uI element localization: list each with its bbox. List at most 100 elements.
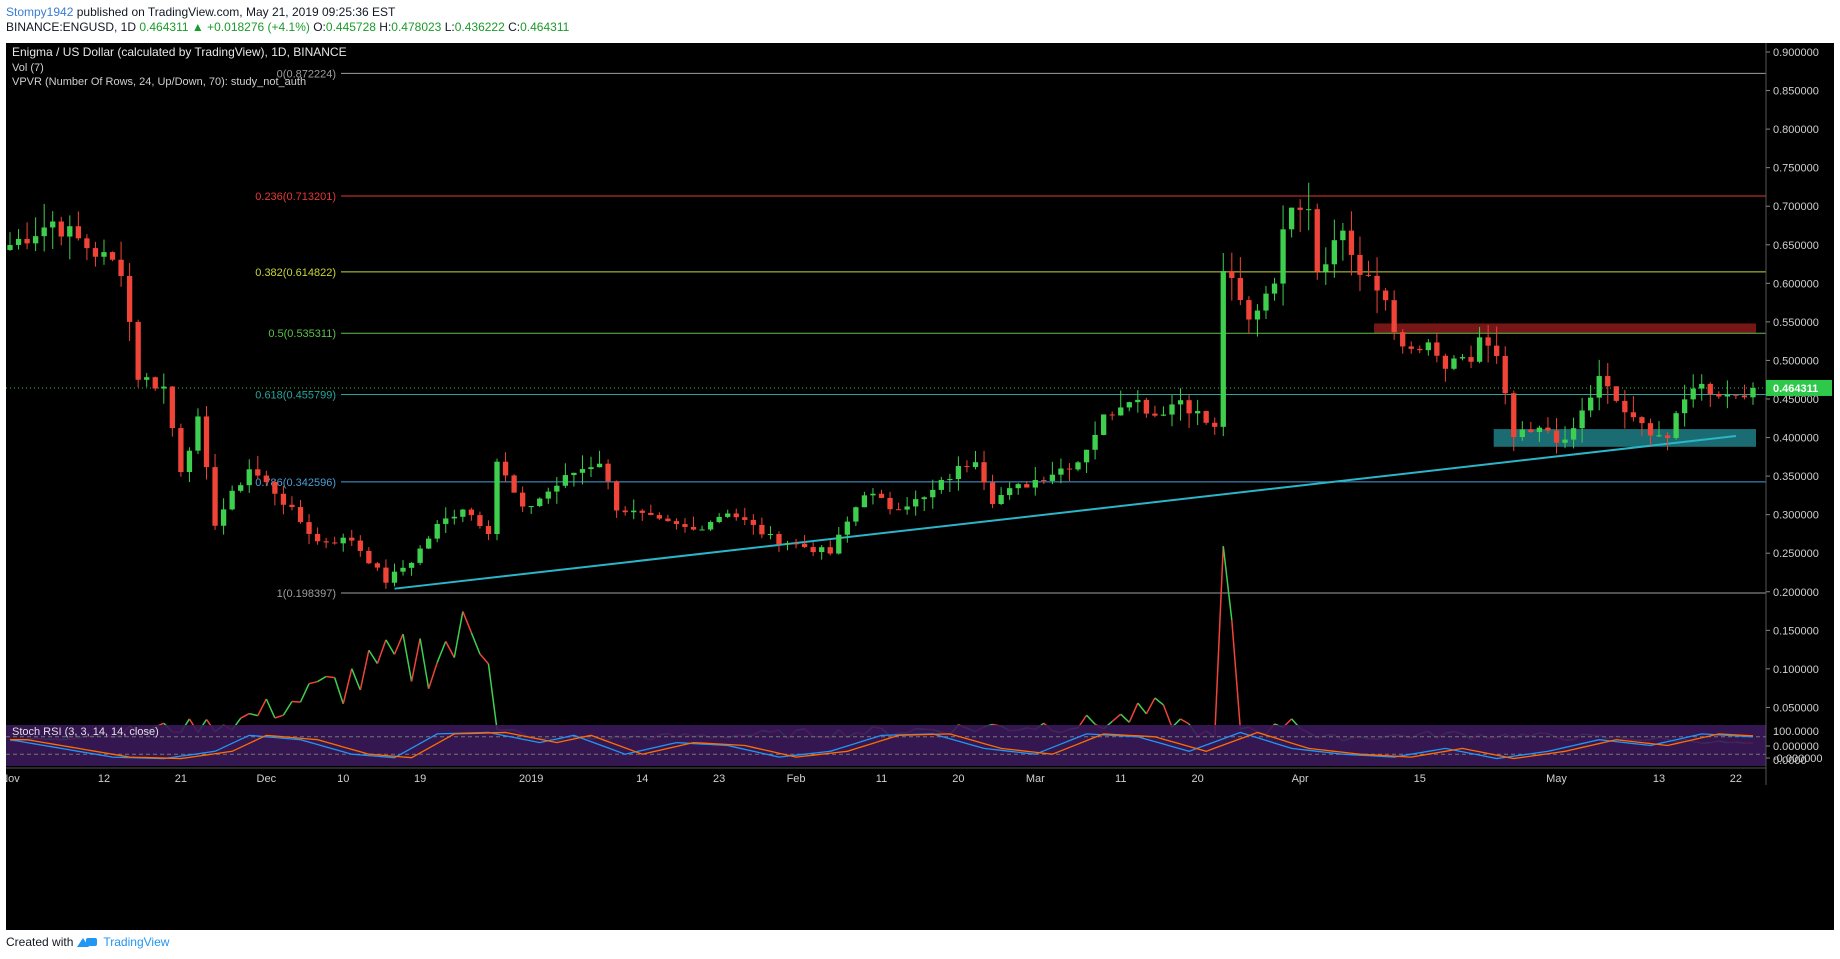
volume-line (453, 611, 464, 658)
candle (1434, 342, 1440, 356)
candle (1502, 356, 1508, 394)
open-value: 0.445728 (325, 20, 376, 34)
candle (366, 550, 372, 564)
stoch-rsi-label: Stoch RSI (3, 3, 14, 14, close) (12, 726, 159, 738)
candle (955, 466, 962, 480)
candle (1365, 274, 1372, 276)
candle (682, 524, 688, 527)
time-tick-label: 2019 (519, 773, 543, 785)
volume-line (487, 663, 498, 730)
candle (118, 259, 124, 277)
volume-line (368, 649, 379, 664)
time-tick-label: 19 (414, 773, 426, 785)
candle (1613, 386, 1619, 401)
candle (1622, 400, 1628, 413)
price-chart[interactable]: 0(0.872224) 0.236(0.713201) 0.382(0.614822… (6, 43, 1834, 930)
volume-line (274, 714, 284, 719)
candle (878, 493, 885, 498)
candle (1511, 393, 1517, 437)
candle (92, 248, 99, 257)
candle (1246, 300, 1252, 320)
fib-label-6: 1(0.198397) (277, 588, 336, 600)
candle (1382, 290, 1389, 301)
time-tick-label: Dec (257, 773, 277, 785)
candle (1015, 484, 1021, 489)
time-tick-label: 10 (337, 773, 349, 785)
candle (1357, 254, 1363, 275)
candle (1297, 207, 1303, 210)
change-value: +0.018276 (+4.1%) (207, 20, 310, 34)
candle (24, 238, 30, 244)
candle (1528, 429, 1534, 433)
chart-title: Enigma / US Dollar (calculated by Tradin… (12, 45, 347, 59)
candle (938, 479, 944, 490)
candle (1724, 394, 1731, 397)
candle (314, 533, 321, 542)
close-label: C: (508, 20, 521, 34)
created-with-text: Created with (6, 935, 74, 949)
volume-line (410, 638, 421, 682)
candle (750, 519, 756, 525)
time-tick-label: 13 (1653, 773, 1665, 785)
candle (1579, 410, 1585, 429)
candle (1536, 427, 1543, 433)
candle (1647, 423, 1654, 436)
candle (494, 461, 500, 534)
candle (349, 537, 355, 541)
candle (1664, 435, 1671, 438)
volume-line (257, 698, 267, 717)
candle (1280, 229, 1286, 284)
candle (1288, 207, 1295, 230)
volume-line (1231, 620, 1242, 730)
candle (1314, 209, 1320, 272)
candle (1203, 411, 1209, 423)
candle (1451, 358, 1457, 369)
candle (921, 497, 927, 500)
candle (297, 507, 304, 523)
time-tick-label: 15 (1414, 773, 1426, 785)
candle (323, 541, 329, 543)
candle (989, 482, 996, 504)
candle (1699, 383, 1705, 389)
time-tick-label: Nov (6, 773, 20, 785)
candle (622, 510, 628, 513)
candle (1194, 411, 1201, 414)
candle (819, 547, 825, 553)
volume-line (436, 641, 447, 663)
candle (1605, 376, 1611, 387)
candle (588, 467, 594, 470)
last-price-tag (1766, 379, 1832, 396)
candle (1118, 407, 1124, 416)
author-link[interactable]: Stompy1942 (6, 5, 74, 19)
candle (579, 469, 586, 473)
candle (767, 533, 774, 535)
published-text: published on TradingView.com, May 21, 20… (76, 5, 396, 19)
candle (699, 529, 705, 531)
tradingview-link[interactable]: TradingView (103, 935, 170, 949)
fib-label-2: 0.382(0.614822) (255, 267, 336, 279)
low-label: L: (444, 20, 455, 34)
last-price: 0.464311 (139, 20, 189, 34)
candle (733, 513, 739, 518)
candle (109, 252, 116, 260)
candle (1109, 414, 1115, 416)
candle (631, 510, 637, 513)
candle (1152, 413, 1158, 416)
candle (930, 489, 936, 498)
volume-line (376, 639, 387, 664)
candle (238, 485, 244, 491)
time-tick-label: 20 (952, 773, 964, 785)
price-tick-label: 0.300000 (1773, 510, 1819, 522)
candle (32, 236, 39, 244)
candle (220, 509, 227, 526)
tradingview-logo-icon (77, 936, 99, 948)
candle (443, 518, 449, 524)
price-tick-label: 0.200000 (1773, 587, 1819, 599)
candle (126, 276, 133, 322)
candle (152, 377, 158, 389)
volume-line (470, 632, 481, 655)
candle (1673, 413, 1679, 438)
candle (186, 450, 193, 472)
candle (1092, 434, 1098, 450)
candle (1468, 357, 1474, 362)
